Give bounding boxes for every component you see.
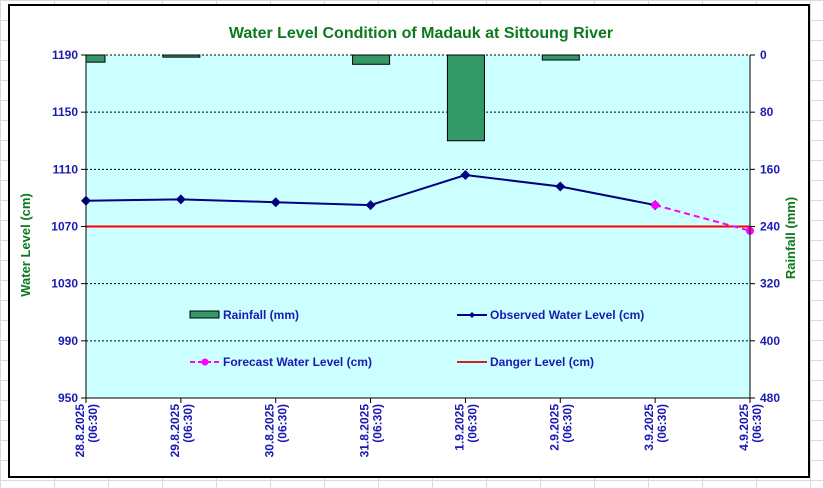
- rainfall-bar: [541, 54, 580, 61]
- x-tick-label-date: 29.8.2025: [168, 404, 182, 458]
- y2-tick-label: 160: [760, 162, 780, 176]
- y-tick-label: 1190: [52, 48, 78, 62]
- axes: [81, 54, 755, 403]
- x-tick-label-date: 4.9.2025: [737, 404, 751, 451]
- rainfall-bars: [85, 54, 580, 142]
- x-tick-label-date: 28.8.2025: [73, 404, 87, 458]
- chart-title: Water Level Condition of Madauk at Sitto…: [229, 25, 613, 42]
- legend: Rainfall (mm) Observed Water Level (cm) Fo…: [189, 308, 644, 369]
- observed-point: [365, 200, 376, 211]
- x-tick-label-time: (06:30): [371, 404, 385, 443]
- legend-label: Forecast Water Level (cm): [223, 355, 372, 369]
- observed-point: [555, 181, 566, 192]
- legend-label: Danger Level (cm): [490, 355, 594, 369]
- x-tick-label-time: (06:30): [560, 404, 574, 443]
- legend-label: Observed Water Level (cm): [490, 308, 644, 322]
- forecast-point: [651, 201, 660, 210]
- observed-point: [175, 194, 186, 205]
- x-tick-label-date: 2.9.2025: [547, 404, 561, 451]
- observed-point: [460, 170, 471, 181]
- y2-tick-label: 0: [760, 48, 767, 62]
- x-tick-label-time: (06:30): [181, 404, 195, 443]
- rainfall-bar: [352, 54, 391, 65]
- y-tick-label: 1070: [51, 220, 78, 234]
- legend-label: Rainfall (mm): [223, 308, 299, 322]
- legend-swatch-rainfall: [189, 310, 220, 319]
- x-tick-label-time: (06:30): [465, 404, 479, 443]
- x-tick-label-date: 3.9.2025: [642, 404, 656, 451]
- y-tick-label: 1150: [52, 105, 78, 119]
- y-tick-label: 990: [58, 334, 78, 348]
- y2-axis-title: Rainfall (mm): [783, 197, 798, 279]
- y2-tick-label: 400: [760, 334, 780, 348]
- legend-marker-forecast: [201, 358, 209, 366]
- x-tick-label-time: (06:30): [276, 404, 290, 443]
- tick-labels: 950 990 1030 1070 1110 1150 1190 0 80 160 240 320 40…: [51, 48, 780, 457]
- legend-marker-observed: [469, 312, 475, 318]
- x-tick-label-time: (06:30): [750, 404, 764, 443]
- rainfall-bar: [162, 54, 201, 58]
- y-tick-label: 1110: [53, 162, 79, 176]
- x-tick-label-date: 31.8.2025: [358, 404, 372, 458]
- y-axis-title: Water Level (cm): [18, 193, 33, 297]
- observed-point: [270, 197, 281, 208]
- y2-tick-label: 480: [760, 391, 780, 405]
- rainfall-bar: [85, 54, 106, 63]
- series-lines: [81, 170, 754, 235]
- rainfall-bar: [446, 54, 485, 142]
- x-tick-label-date: 1.9.2025: [452, 404, 466, 451]
- y-tick-label: 950: [58, 391, 78, 405]
- x-tick-label-time: (06:30): [86, 404, 100, 443]
- y2-tick-label: 240: [760, 220, 780, 234]
- y2-tick-label: 80: [760, 105, 774, 119]
- y-tick-label: 1030: [51, 277, 78, 291]
- x-tick-label-date: 30.8.2025: [263, 404, 277, 458]
- y2-tick-label: 320: [760, 277, 780, 291]
- x-tick-label-time: (06:30): [655, 404, 669, 443]
- forecast-water-level-line: [654, 204, 751, 232]
